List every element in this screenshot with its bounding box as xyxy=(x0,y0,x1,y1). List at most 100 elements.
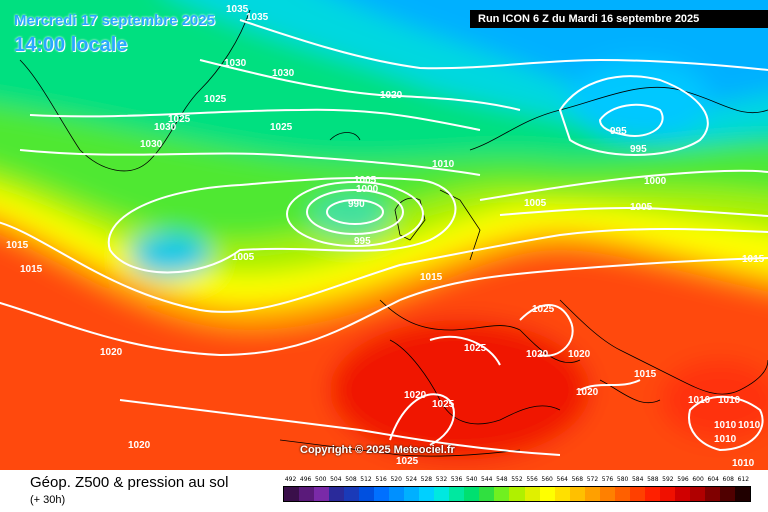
legend-swatch xyxy=(599,487,615,501)
legend-value: 512 xyxy=(360,476,372,483)
isobar-label: 1025 xyxy=(270,122,293,133)
legend-value: 516 xyxy=(375,476,387,483)
legend-value: 592 xyxy=(662,476,674,483)
isobar-label: 1000 xyxy=(356,184,379,195)
isobar-label: 1015 xyxy=(742,254,765,265)
legend-value: 520 xyxy=(390,476,402,483)
legend-value: 612 xyxy=(737,476,750,483)
legend-swatch xyxy=(434,487,450,501)
legend-swatch xyxy=(464,487,480,501)
legend-value: 524 xyxy=(405,476,418,483)
isobar-label: 1030 xyxy=(272,68,295,79)
legend-swatch xyxy=(584,487,600,501)
isobar-label: 1015 xyxy=(420,272,443,283)
legend-value: 540 xyxy=(465,476,478,483)
forecast-map: 1035 1035 1030 1030 1025 1025 1030 1030 1020 1025… xyxy=(0,0,768,470)
isobar-label: 1025 xyxy=(432,399,455,410)
legend-swatch xyxy=(674,487,690,501)
legend-swatch xyxy=(449,487,465,501)
legend-swatch xyxy=(554,487,570,501)
legend-swatch xyxy=(539,487,555,501)
legend-value: 600 xyxy=(692,476,704,483)
legend-value: 508 xyxy=(345,476,357,483)
isobar-label: 1020 xyxy=(404,390,427,401)
isobar-label: 1010 xyxy=(738,420,761,431)
isobar-label: 1015 xyxy=(6,240,29,251)
isobar-label: 1010 xyxy=(688,395,711,406)
isobar-label: 1005 xyxy=(630,202,653,213)
legend-value: 588 xyxy=(647,476,659,483)
legend-swatch xyxy=(509,487,525,501)
legend-value: 560 xyxy=(541,476,553,483)
isobar-label: 1005 xyxy=(354,175,377,186)
isobars xyxy=(0,19,768,456)
isobar-label: 1025 xyxy=(204,94,227,105)
legend-swatch xyxy=(359,487,375,501)
legend-value: 608 xyxy=(722,476,734,483)
legend-labels: 492 496 500 504 508 512 516 520 524 528 532 536 540 5… xyxy=(283,476,751,484)
forecast-time: 14:00 locale xyxy=(14,34,128,56)
isobar-label: 1010 xyxy=(714,434,737,445)
isobar-label: 995 xyxy=(630,144,647,155)
legend-swatch xyxy=(404,487,420,501)
legend-value: 564 xyxy=(556,476,568,483)
isobar-label: 1025 xyxy=(532,304,555,315)
legend-swatch xyxy=(734,487,750,501)
legend-swatch xyxy=(494,487,510,501)
forecast-lead-time: (+ 30h) xyxy=(30,494,66,506)
isobar-label: 1020 xyxy=(576,387,599,398)
legend-value: 584 xyxy=(631,476,644,483)
isobar-label: 1010 xyxy=(732,458,755,469)
isobar-label: 1020 xyxy=(568,349,591,360)
isobar-label: 1035 xyxy=(226,4,249,15)
map-canvas: 1035103510301030102510251030103010201025… xyxy=(0,0,768,470)
legend-value: 500 xyxy=(315,476,327,483)
legend-value: 568 xyxy=(571,476,584,483)
legend-swatch xyxy=(479,487,495,501)
legend-swatch xyxy=(629,487,645,501)
legend-value: 572 xyxy=(586,476,599,483)
isobar-label: 1015 xyxy=(20,264,43,275)
isobar-label: 1005 xyxy=(232,252,255,263)
isobar-label: 1030 xyxy=(140,139,163,150)
isobar-label: 990 xyxy=(348,199,365,210)
geopotential-field xyxy=(0,0,768,470)
color-legend: 492 496 500 504 508 512 516 520 524 528 532 536 540 5… xyxy=(283,476,751,502)
isobar-label: 995 xyxy=(610,126,627,137)
legend-swatch xyxy=(284,487,300,501)
legend-value: 492 xyxy=(284,476,297,483)
legend-value: 528 xyxy=(420,476,433,483)
legend-value: 496 xyxy=(299,476,312,483)
isobar-label: 1035 xyxy=(246,12,269,23)
isobar-label: 1030 xyxy=(224,58,247,69)
legend-swatch xyxy=(374,487,390,501)
isobar-label: 1010 xyxy=(432,159,455,170)
isobar-label: 1005 xyxy=(524,198,547,209)
legend-value: 556 xyxy=(526,476,538,483)
legend-swatch xyxy=(614,487,630,501)
isobar-label: 1000 xyxy=(644,176,667,187)
isobar-label: 1020 xyxy=(100,347,123,358)
legend-swatch xyxy=(299,487,315,501)
legend-value: 504 xyxy=(330,476,342,483)
legend-swatch xyxy=(314,487,330,501)
legend-swatch xyxy=(329,487,345,501)
legend-value: 532 xyxy=(435,476,448,483)
legend-swatch xyxy=(344,487,360,501)
legend-value: 596 xyxy=(677,476,689,483)
isobar-label: 1020 xyxy=(526,349,549,360)
footer: Géop. Z500 & pression au sol (+ 30h) 492… xyxy=(0,470,768,512)
isobar-label: 1020 xyxy=(380,90,403,101)
model-run-banner: Run ICON 6 Z du Mardi 16 septembre 2025 xyxy=(470,10,768,28)
isobar-label: 1015 xyxy=(634,369,657,380)
legend-value: 576 xyxy=(601,476,614,483)
legend-swatch xyxy=(644,487,660,501)
legend-swatch xyxy=(704,487,720,501)
legend-swatch xyxy=(659,487,675,501)
legend-swatch xyxy=(419,487,435,501)
isobar-label: 1025 xyxy=(168,114,191,125)
isobar-label: 1020 xyxy=(128,440,151,451)
legend-swatch xyxy=(689,487,705,501)
map-parameter-title: Géop. Z500 & pression au sol xyxy=(30,474,229,491)
legend-swatch xyxy=(389,487,405,501)
